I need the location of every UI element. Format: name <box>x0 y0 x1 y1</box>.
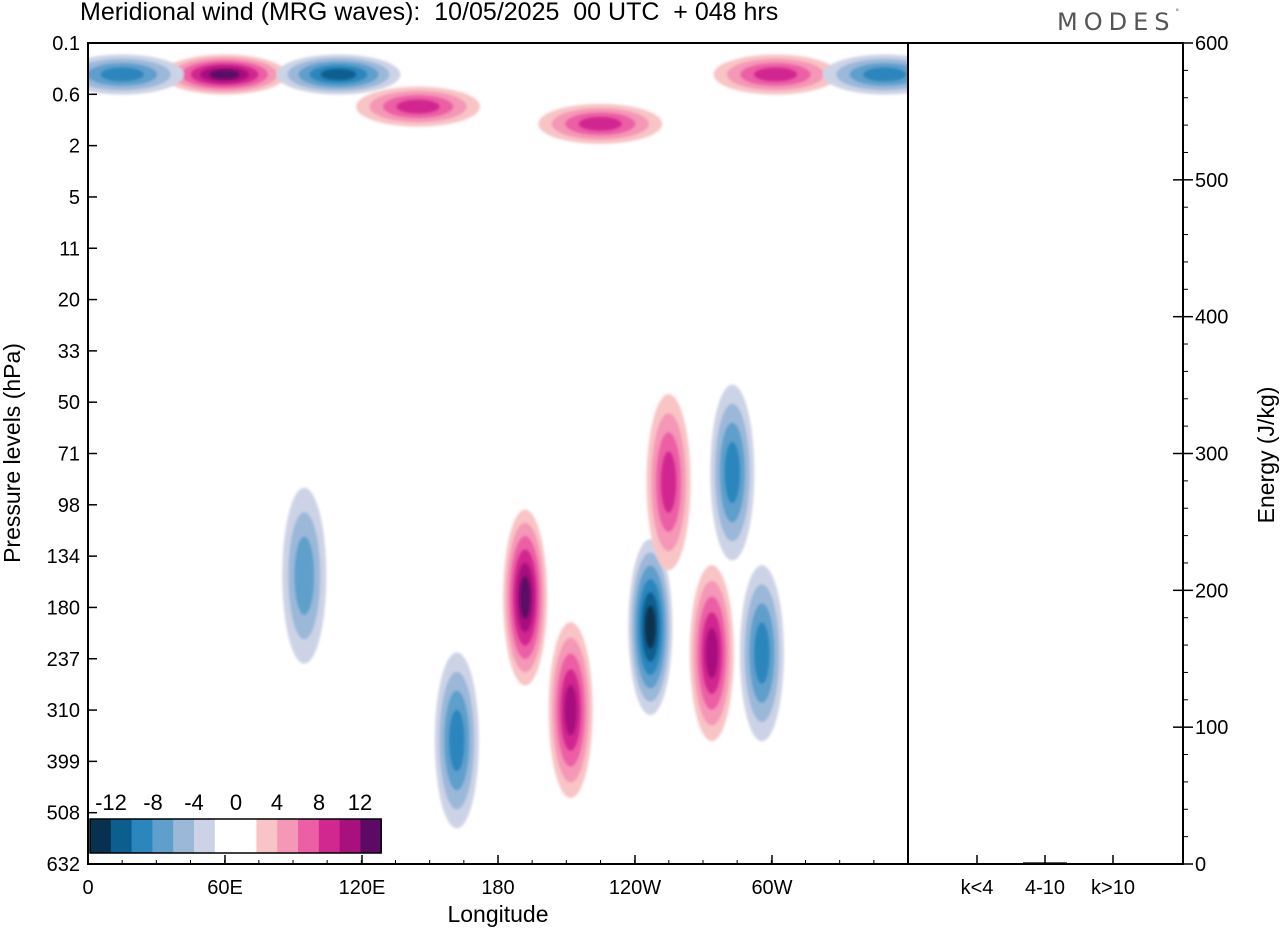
contour-fill <box>724 441 740 504</box>
y-axis-title: Pressure levels (hPa) <box>0 343 25 563</box>
chart-title: Meridional wind (MRG waves): 10/05/2025 … <box>80 0 779 26</box>
colorbar-cell <box>339 819 361 853</box>
colorbar-cell <box>298 819 320 853</box>
contour-fill <box>705 628 719 679</box>
energy-tick-label: 100 <box>1195 717 1228 739</box>
contour-fill <box>320 68 357 81</box>
contour-fill <box>754 622 770 684</box>
contour-fill <box>660 451 677 513</box>
y-tick-label: 20 <box>58 290 80 312</box>
y-tick-label: 71 <box>58 444 80 466</box>
colorbar-cell <box>90 819 112 853</box>
energy-category-label: 4-10 <box>1025 877 1065 899</box>
colorbar-cell <box>131 819 153 853</box>
colorbar-cell <box>194 819 216 853</box>
logo-text: MODES <box>1057 8 1176 36</box>
x-tick-label: 60E <box>207 877 243 899</box>
y-tick-label: 632 <box>47 854 80 876</box>
contour-fill <box>645 605 656 649</box>
colorbar-cell <box>318 819 340 853</box>
contour-fill <box>209 69 240 80</box>
contour-fill <box>578 116 622 131</box>
y-tick-label: 0.1 <box>52 33 80 55</box>
x-tick-label: 60W <box>751 877 792 899</box>
y-tick-label: 2 <box>69 136 80 158</box>
energy-tick-label: 0 <box>1195 854 1206 876</box>
contour-fill <box>564 684 577 736</box>
colorbar-label: 8 <box>313 790 325 815</box>
contour-fill <box>753 67 798 82</box>
colorbar-cell <box>173 819 195 853</box>
y-tick-label: 5 <box>69 187 80 209</box>
contour-fill <box>396 99 440 114</box>
energy-plot-frame <box>907 42 1184 865</box>
y-tick-label: 180 <box>47 597 80 619</box>
y-tick-label: 50 <box>58 392 80 414</box>
y-tick-label: 33 <box>58 341 80 363</box>
wind-contour-field <box>88 54 908 829</box>
energy-tick-label: 300 <box>1195 444 1228 466</box>
colorbar-cell <box>235 819 257 853</box>
energy-bars: k<4 4-10 k>10 <box>955 855 1135 899</box>
colorbar-cell <box>360 819 382 853</box>
contour-fill <box>100 67 144 82</box>
energy-category-label: k>10 <box>1091 877 1135 899</box>
pressure-axis: 0.1 0.6 2 5 11 20 33 50 71 98 134 180 237 310 399 508 63… <box>47 33 97 876</box>
contour-fill <box>449 709 465 772</box>
colorbar-label: -4 <box>184 790 204 815</box>
longitude-axis: 0 60E 120E 180 120W 60W <box>82 855 875 899</box>
colorbar: -12 -8 -4 0 4 8 12 <box>89 790 382 854</box>
contour-plot-frame <box>87 42 909 865</box>
y-tick-label: 11 <box>59 238 80 260</box>
y-tick-label: 508 <box>47 803 80 825</box>
x-tick-label: 120W <box>609 877 661 899</box>
energy-tick-label: 400 <box>1195 307 1228 329</box>
y-tick-label: 0.6 <box>52 84 80 106</box>
colorbar-label: 4 <box>271 790 283 815</box>
logo-mark: ° <box>1175 8 1179 16</box>
x-tick-label: 0 <box>82 877 93 899</box>
y-tick-label: 310 <box>47 700 80 722</box>
colorbar-cell <box>214 819 236 853</box>
y-tick-label: 98 <box>58 495 80 517</box>
colorbar-label: 0 <box>230 790 242 815</box>
x-tick-label: 180 <box>481 877 514 899</box>
energy-category-label: k<4 <box>961 877 994 899</box>
y-tick-label: 399 <box>47 751 80 773</box>
colorbar-cell <box>277 819 299 853</box>
colorbar-cell <box>256 819 278 853</box>
modes-logo: MODES° <box>1057 8 1179 36</box>
y-tick-label: 134 <box>47 546 80 568</box>
x-tick-label: 120E <box>339 877 386 899</box>
contour-fill <box>294 536 315 615</box>
colorbar-label: -12 <box>95 790 127 815</box>
energy-tick-label: 500 <box>1195 170 1228 192</box>
y-tick-label: 237 <box>47 649 80 671</box>
colorbar-label: -8 <box>143 790 163 815</box>
energy-tick-label: 600 <box>1195 33 1228 55</box>
energy-tick-label: 200 <box>1195 580 1228 602</box>
energy-axis-title: Energy (J/kg) <box>1253 387 1279 524</box>
colorbar-cell <box>110 819 132 853</box>
x-axis-title: Longitude <box>447 901 548 927</box>
colorbar-frame <box>89 818 382 854</box>
contour-fill <box>863 67 907 82</box>
energy-bar <box>1091 863 1135 865</box>
colorbar-cell <box>152 819 174 853</box>
energy-bar <box>955 863 999 865</box>
energy-axis: 0 100 200 300 400 500 600 <box>1173 33 1228 876</box>
colorbar-label: 12 <box>348 790 372 815</box>
contour-fill <box>519 576 531 619</box>
